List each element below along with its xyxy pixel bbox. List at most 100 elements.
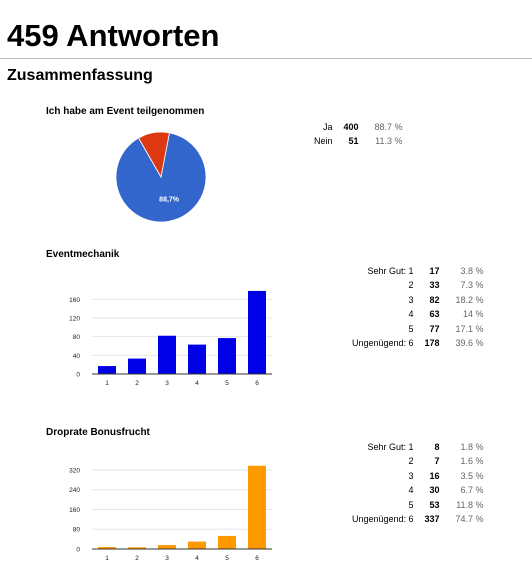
x-tick-label: 2: [135, 555, 139, 562]
answer-percent: 17.1 %: [455, 323, 484, 334]
answer-count: 30: [429, 485, 440, 496]
eventmechanik-bar-2: [128, 358, 146, 374]
stats-row: 3 82 18.2 %: [352, 293, 484, 307]
answer-count: 178: [424, 338, 440, 349]
question-title-eventmechanik: Eventmechanik: [46, 249, 120, 260]
eventmechanik-bar-4: [188, 344, 206, 374]
answer-label: 4: [408, 309, 414, 320]
stats-table-droprate: Sehr Gut: 1 8 1.8 % 2 7 1.6 % 3 16 3.5 % 4 30 6.7 %…: [352, 440, 484, 526]
stats-row: 5 53 11.8 %: [352, 498, 484, 512]
answer-label: 2: [408, 456, 414, 467]
answer-count: 82: [429, 294, 440, 305]
droprate-bar-1: [98, 547, 116, 549]
answer-count: 51: [348, 136, 359, 147]
y-tick-label: 160: [69, 507, 80, 514]
x-tick-label: 2: [135, 380, 139, 387]
answer-percent: 3.8 %: [460, 266, 484, 276]
stats-row: 3 16 3.5 %: [352, 469, 484, 483]
stats-row: 4 30 6.7 %: [352, 483, 484, 497]
stats-row: 2 33 7.3 %: [352, 278, 484, 292]
answer-count: 77: [429, 323, 440, 334]
answer-count: 8: [434, 442, 440, 452]
answer-percent: 1.6 %: [460, 456, 484, 467]
answer-label: Nein: [314, 136, 333, 147]
answer-label: 3: [408, 470, 414, 481]
question-title-droprate: Droprate Bonusfrucht: [46, 427, 150, 438]
pie-data-label: 88,7%: [159, 196, 180, 203]
page-title: 459 Antworten: [7, 18, 220, 53]
bar-chart-droprate: 0 80 160 240 320 1 2 3 4 5 6: [69, 465, 272, 562]
answer-count: 16: [429, 470, 440, 481]
answer-label: 5: [408, 323, 414, 334]
x-tick-label: 3: [165, 555, 169, 562]
stats-row: Ungenügend: 6 337 74.7 %: [352, 512, 484, 526]
answer-label: Sehr Gut: 1: [367, 266, 414, 276]
section-title: Zusammenfassung: [7, 67, 153, 84]
stats-row: 4 63 14 %: [352, 307, 484, 321]
answer-percent: 11.8 %: [456, 499, 484, 510]
y-tick-label: 40: [73, 353, 81, 360]
y-tick-label: 80: [73, 334, 81, 341]
answer-percent: 3.5 %: [460, 470, 484, 481]
droprate-bar-5: [218, 535, 236, 549]
y-tick-label: 80: [73, 527, 81, 534]
x-tick-label: 6: [255, 380, 259, 387]
answer-percent: 74.7 %: [455, 514, 484, 525]
answer-label: 5: [408, 499, 414, 510]
y-tick-label: 240: [69, 487, 80, 494]
stats-row: Ja 400 88.7 %: [314, 120, 403, 134]
pie-slice-nein: [138, 131, 170, 179]
bar-chart-eventmechanik: 0 40 80 120 160 1 2 3 4 5 6: [69, 290, 272, 387]
x-tick-label: 1: [105, 555, 109, 562]
answer-percent: 6.7 %: [460, 485, 484, 496]
answer-count: 400: [343, 122, 359, 132]
answer-percent: 14 %: [463, 309, 484, 320]
answer-percent: 18.2 %: [455, 294, 484, 305]
answer-label: 2: [408, 280, 414, 291]
y-tick-label: 160: [69, 297, 80, 304]
droprate-bar-2: [128, 547, 146, 549]
answer-percent: 11.3 %: [375, 136, 403, 147]
stats-row: Ungenügend: 6 178 39.6 %: [352, 336, 484, 350]
answer-count: 337: [424, 514, 440, 525]
pie-chart-participation: 88,7%: [115, 131, 207, 223]
stats-table-eventmechanik: Sehr Gut: 1 17 3.8 % 2 33 7.3 % 3 82 18.2 % 4 63 14…: [352, 264, 484, 350]
droprate-bar-6: [248, 465, 266, 549]
stats-row: Sehr Gut: 1 17 3.8 %: [352, 264, 484, 278]
answer-percent: 88.7 %: [374, 122, 403, 132]
x-tick-label: 6: [255, 555, 259, 562]
y-tick-label: 0: [76, 372, 80, 379]
stats-table-participation: Ja 400 88.7 % Nein 51 11.3 %: [314, 120, 403, 149]
answer-count: 53: [429, 499, 440, 510]
stats-row: 5 77 17.1 %: [352, 322, 484, 336]
answer-percent: 1.8 %: [460, 442, 484, 452]
y-tick-label: 320: [69, 467, 80, 474]
stats-row: Sehr Gut: 1 8 1.8 %: [352, 440, 484, 454]
answer-label: Sehr Gut: 1: [367, 442, 414, 452]
droprate-bar-4: [188, 541, 206, 549]
answer-label: Ungenügend: 6: [352, 514, 414, 525]
stats-row: Nein 51 11.3 %: [314, 134, 403, 148]
title-divider: [0, 58, 532, 59]
x-tick-label: 1: [105, 380, 109, 387]
answer-label: Ja: [323, 122, 333, 132]
answer-count: 63: [429, 309, 440, 320]
droprate-bar-3: [158, 545, 176, 549]
answer-count: 17: [429, 266, 440, 276]
x-tick-label: 4: [195, 380, 199, 387]
eventmechanik-bar-6: [248, 290, 266, 374]
y-tick-label: 0: [76, 547, 80, 554]
answer-label: 4: [408, 485, 414, 496]
eventmechanik-bar-1: [98, 366, 116, 374]
answer-percent: 39.6 %: [455, 338, 484, 349]
x-tick-label: 5: [225, 555, 229, 562]
answer-count: 7: [434, 456, 440, 467]
eventmechanik-bar-3: [158, 335, 176, 374]
answer-count: 33: [429, 280, 440, 291]
stats-row: 2 7 1.6 %: [352, 454, 484, 468]
y-tick-label: 120: [69, 316, 80, 323]
eventmechanik-bar-5: [218, 338, 236, 374]
answer-label: 3: [408, 294, 414, 305]
answer-label: Ungenügend: 6: [352, 338, 414, 349]
answer-percent: 7.3 %: [460, 280, 484, 291]
